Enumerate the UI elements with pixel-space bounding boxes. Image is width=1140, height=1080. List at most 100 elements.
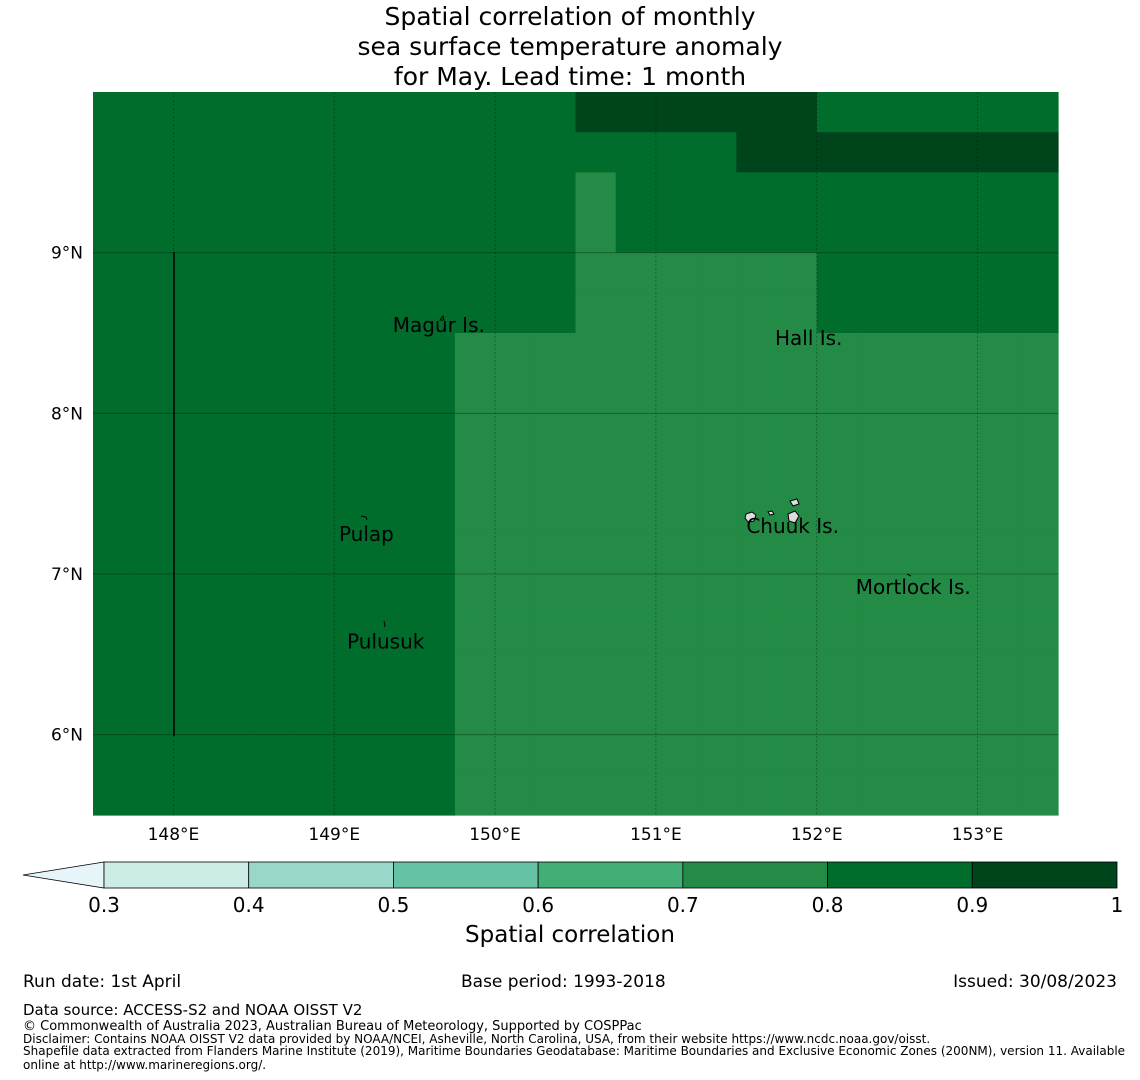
issued-date: Issued: 30/08/2023 (953, 972, 1117, 992)
grid-cell (977, 212, 1019, 254)
grid-cell (696, 493, 737, 535)
grid-cell (977, 533, 1019, 575)
place-label: Pulap (339, 522, 394, 546)
grid-cell (535, 533, 577, 575)
grid-cell (173, 252, 215, 294)
grid-cell (414, 654, 456, 696)
grid-cell (374, 654, 416, 696)
grid-cell (736, 413, 778, 455)
grid-cell (776, 252, 818, 294)
grid-cell (1017, 333, 1059, 374)
grid-cell (334, 774, 376, 816)
grid-cell (133, 493, 175, 535)
grid-cell (736, 212, 778, 254)
grid-cell (454, 614, 496, 655)
grid-cell (615, 614, 657, 655)
grid-cell (93, 132, 134, 173)
grid-cell (696, 333, 737, 374)
magur-island-shape (439, 314, 445, 321)
grid-cell (736, 533, 778, 575)
grid-cell (133, 292, 175, 334)
grid-cell (856, 493, 898, 535)
grid-cell (374, 212, 416, 254)
grid-cell (334, 252, 376, 294)
place-labels: Magur Is. Hall Is. Pulap Chuuk Is. Mortlock … (339, 313, 971, 654)
colorbar-tick-label: 0.6 (522, 893, 554, 917)
place-label: Pulusuk (347, 629, 425, 653)
grid-cell (133, 132, 175, 173)
grid-cell (414, 574, 456, 615)
grid-cell (816, 333, 858, 374)
grid-cell (937, 413, 979, 455)
grid-cell (856, 734, 898, 776)
grid-cell (776, 453, 818, 495)
grid-cell (334, 574, 376, 615)
grid-cell (173, 493, 215, 535)
grid-cell (575, 92, 617, 133)
grid-cell (856, 774, 898, 816)
grid-cell (977, 292, 1019, 334)
grid-cell (454, 252, 496, 294)
grid-cell (93, 292, 134, 334)
grid-cell (615, 92, 657, 133)
grid-cell (133, 453, 175, 495)
grid-cell (495, 172, 536, 214)
grid-cell (655, 333, 697, 374)
grid-cell (816, 413, 858, 455)
grid-cell (133, 614, 175, 655)
grid-cell (977, 132, 1019, 173)
colorbar-tick-label: 0.5 (378, 893, 410, 917)
grid-cell (696, 614, 737, 655)
grid-cell (535, 413, 577, 455)
colorbar-label: Spatial correlation (465, 922, 675, 948)
grid-cell (937, 132, 979, 173)
grid-cell (93, 333, 134, 374)
grid-cell (816, 574, 858, 615)
grid-cell (615, 493, 657, 535)
grid-cell (816, 774, 858, 816)
grid-cell (173, 574, 215, 615)
grid-cell (213, 574, 255, 615)
place-label: Magur Is. (393, 313, 485, 337)
grid-cell (575, 614, 617, 655)
title-line-1: Spatial correlation of monthly (384, 2, 756, 31)
grid-cell (816, 614, 858, 655)
grid-cell (776, 172, 818, 214)
grid-cell (294, 292, 335, 334)
grid-cell (374, 172, 416, 214)
grid-cell (133, 212, 175, 254)
grid-cell (776, 574, 818, 615)
grid-cell (173, 654, 215, 696)
grid-cell (696, 574, 737, 615)
grid-cell (856, 614, 898, 655)
grid-cell (294, 774, 335, 816)
grid-cell (776, 734, 818, 776)
grid-cell (816, 292, 858, 334)
grid-cell (294, 493, 335, 535)
grid-cell (655, 373, 697, 414)
grid-cell (575, 212, 617, 254)
grid-cell (696, 774, 737, 816)
grid-cell (615, 292, 657, 334)
grid-cell (253, 493, 295, 535)
grid-cell (897, 373, 938, 414)
grid-cell (454, 493, 496, 535)
grid-cell (897, 493, 938, 535)
grid-cell (655, 212, 697, 254)
correlation-grid (93, 92, 1059, 816)
grid-cell (133, 172, 175, 214)
grid-cell (736, 694, 778, 736)
grid-cell (897, 212, 938, 254)
grid-cell (575, 413, 617, 455)
grid-cell (374, 493, 416, 535)
colorbar-bin (393, 861, 539, 889)
grid-cell (535, 774, 577, 816)
grid-cell (535, 132, 577, 173)
grid-cell (937, 292, 979, 334)
grid-cell (776, 292, 818, 334)
chuuk-islet-shape (767, 510, 775, 516)
grid-cell (937, 212, 979, 254)
grid-cell (93, 533, 134, 575)
grid-cell (374, 694, 416, 736)
